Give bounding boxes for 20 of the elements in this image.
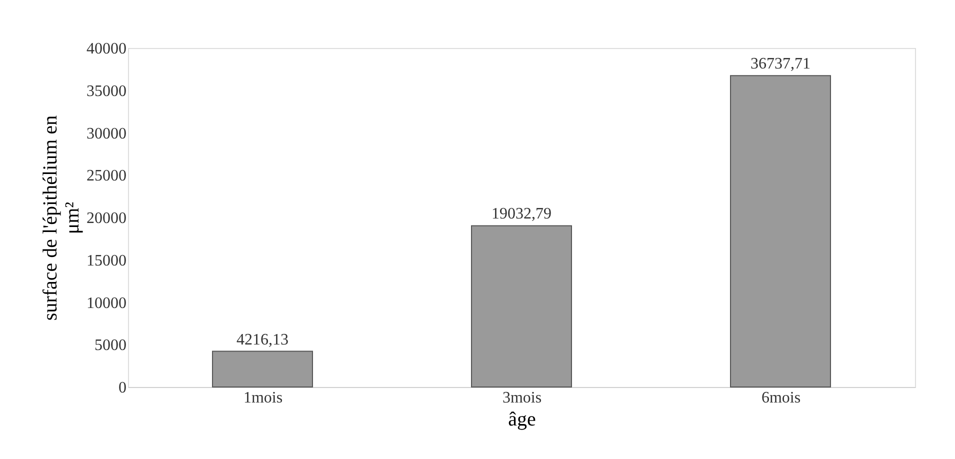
y-tick-label: 40000 xyxy=(86,40,126,58)
y-tick-label: 20000 xyxy=(86,210,126,227)
y-tick-label: 15000 xyxy=(86,252,126,270)
y-tick-label: 30000 xyxy=(86,125,126,142)
y-tick-label: 10000 xyxy=(86,294,126,312)
y-tick-label: 25000 xyxy=(86,168,126,185)
x-tick-label: 1mois xyxy=(243,390,283,406)
x-axis-title: âge xyxy=(508,408,536,430)
bar xyxy=(471,225,572,388)
data-label: 4216,13 xyxy=(236,331,288,348)
data-label: 19032,79 xyxy=(492,206,552,223)
y-tick-label: 0 xyxy=(118,380,126,396)
y-tick-label: 5000 xyxy=(94,337,126,354)
bar xyxy=(730,75,831,388)
data-label: 36737,71 xyxy=(750,56,810,73)
y-axis-title: surface de l'épithélium en μm² xyxy=(40,115,84,321)
bar xyxy=(212,350,313,388)
y-tick-label: 35000 xyxy=(86,82,126,100)
x-tick-label: 3mois xyxy=(502,390,542,406)
x-tick-label: 6mois xyxy=(761,390,801,406)
